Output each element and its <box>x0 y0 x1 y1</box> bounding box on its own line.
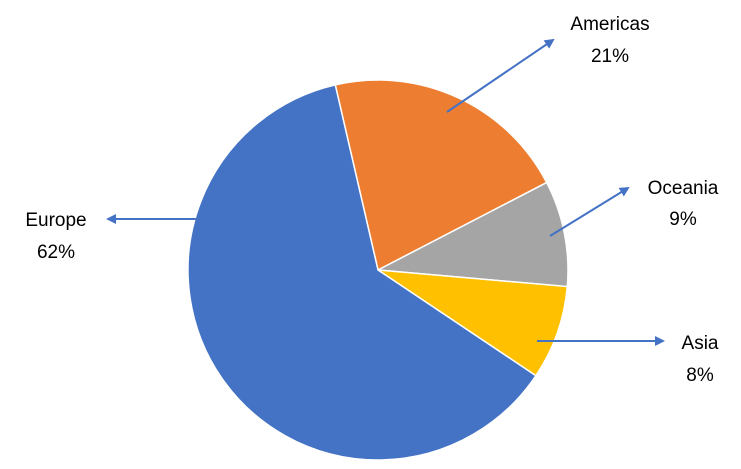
slice-americas <box>334 79 548 272</box>
americas-leader-arrow <box>446 38 555 113</box>
asia-label: Asia 8% <box>682 333 719 386</box>
europe-value-label: 62% <box>37 242 75 263</box>
asia-name-label: Asia <box>682 333 719 354</box>
asia-value-label: 8% <box>686 365 714 386</box>
data-labels: Americas 21% Oceania 9% Asia 8% Europe 6… <box>25 14 719 386</box>
americas-value-label: 21% <box>591 46 629 67</box>
americas-name-label: Americas <box>570 14 649 35</box>
slice-asia <box>377 269 569 377</box>
leader-arrows <box>106 38 665 346</box>
oceania-leader-arrow <box>549 186 630 237</box>
europe-label: Europe 62% <box>25 210 86 263</box>
europe-name-label: Europe <box>25 210 86 231</box>
americas-label: Americas 21% <box>570 14 649 67</box>
slice-europe <box>187 83 537 461</box>
pie-slices <box>187 79 569 461</box>
oceania-value-label: 9% <box>669 209 697 230</box>
slice-oceania <box>375 181 569 288</box>
oceania-name-label: Oceania <box>648 178 719 199</box>
oceania-label: Oceania 9% <box>648 178 719 230</box>
